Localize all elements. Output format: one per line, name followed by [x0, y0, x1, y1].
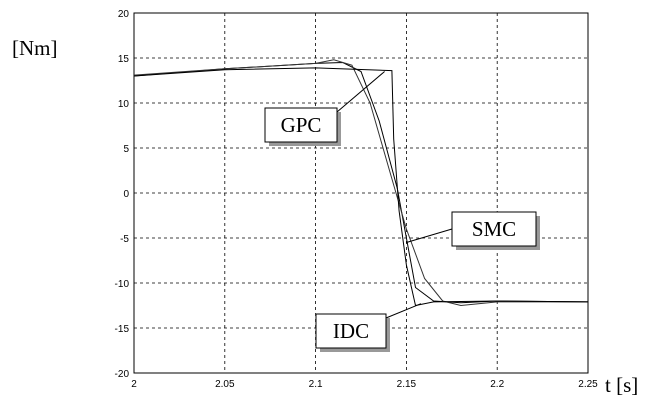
callout-leader	[336, 71, 385, 113]
callout-box	[315, 313, 387, 349]
x-axis-label: t [s]	[605, 373, 638, 397]
y-tick-label: 5	[123, 144, 129, 155]
y-tick-label: -20	[115, 369, 130, 380]
series-line-idc	[133, 67, 589, 307]
x-tick-label: 2	[131, 379, 137, 390]
series-group	[133, 59, 589, 307]
y-axis-label: [Nm]	[12, 36, 58, 60]
callout-label: SMC	[472, 217, 516, 241]
callout-leader	[385, 303, 422, 319]
y-tick-label: -10	[115, 279, 130, 290]
x-tick-label: 2.05	[215, 379, 235, 390]
y-tick-label: 20	[118, 9, 130, 20]
x-tick-label: 2.15	[397, 379, 417, 390]
callout-label: IDC	[333, 319, 369, 343]
x-tick-label: 2.1	[309, 379, 323, 390]
y-tick-label: 0	[123, 189, 129, 200]
callouts: GPC SMC IDC	[264, 71, 540, 352]
x-tick-label: 2.2	[490, 379, 504, 390]
callout-label: GPC	[281, 113, 322, 137]
y-tick-label: 10	[118, 99, 130, 110]
y-tick-label: -5	[120, 234, 129, 245]
callout-leader	[406, 228, 453, 243]
callout-box	[264, 107, 338, 143]
y-axis-ticks: 20 15 10 5 0 -5 -10 -15 -20	[115, 9, 130, 380]
y-tick-label: 15	[118, 54, 130, 65]
x-tick-label: 2.25	[578, 379, 598, 390]
series-line-smc	[133, 59, 588, 307]
y-tick-label: -15	[115, 324, 130, 335]
plot-frame	[133, 12, 589, 374]
x-axis-ticks: 2 2.05 2.1 2.15 2.2 2.25	[131, 379, 598, 390]
callout-box	[451, 211, 537, 247]
